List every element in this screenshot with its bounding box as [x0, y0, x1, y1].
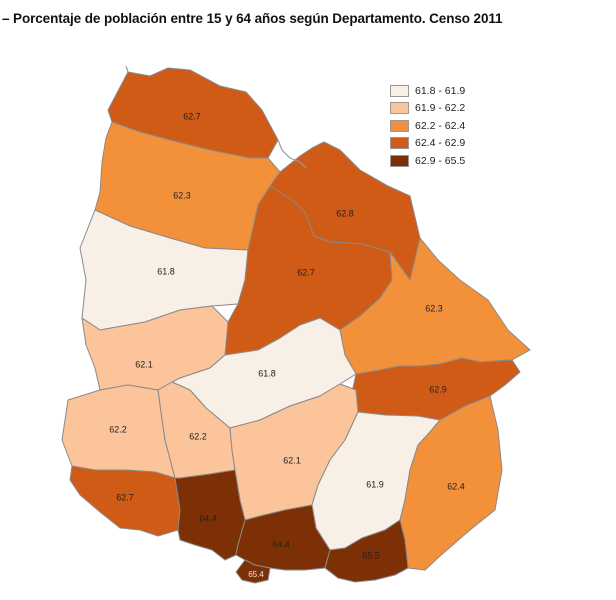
dept-value-label: 62.1: [283, 455, 301, 465]
dept-value-label: 62.3: [425, 303, 443, 313]
river-line: [277, 139, 307, 169]
legend-item: 61.9 - 62.2: [390, 100, 465, 118]
legend-label: 62.2 - 62.4: [415, 119, 466, 132]
legend-swatch: [390, 154, 409, 167]
dept-value-label: 65.4: [248, 570, 264, 579]
legend-swatch: [390, 84, 409, 97]
map-legend: 61.8 - 61.9 61.9 - 62.2 62.2 - 62.4 62.4…: [390, 82, 465, 170]
dept-rocha[interactable]: [399, 395, 503, 571]
legend-label: 61.9 - 62.2: [415, 102, 466, 115]
dept-value-label: 62.7: [297, 267, 315, 277]
dept-value-label: 62.7: [183, 111, 201, 121]
legend-swatch: [390, 102, 409, 115]
dept-value-label: 62.7: [116, 492, 134, 502]
dept-value-label: 64.4: [272, 539, 290, 549]
dept-value-label: 62.9: [429, 384, 447, 394]
legend-label: 62.9 - 65.5: [415, 154, 466, 167]
legend-item: 62.4 - 62.9: [390, 135, 465, 153]
dept-value-label: 61.8: [258, 368, 276, 378]
dept-value-label: 62.8: [336, 208, 354, 218]
legend-swatch: [390, 119, 409, 132]
legend-label: 61.8 - 61.9: [415, 84, 466, 97]
river-line: [125, 65, 129, 73]
dept-canelones[interactable]: [235, 504, 331, 571]
legend-item: 62.9 - 65.5: [390, 152, 465, 170]
dept-value-label: 62.3: [173, 190, 191, 200]
legend-swatch: [390, 137, 409, 150]
dept-value-label: 62.2: [109, 424, 127, 434]
map-title: – Porcentaje de población entre 15 y 64 …: [2, 11, 503, 26]
dept-value-label: 61.9: [366, 479, 384, 489]
legend-item: 62.2 - 62.4: [390, 117, 465, 135]
dept-value-label: 64.4: [199, 513, 217, 523]
dept-colonia[interactable]: [69, 465, 181, 537]
dept-value-label: 62.2: [189, 431, 207, 441]
dept-montevideo[interactable]: [235, 559, 271, 584]
dept-value-label: 65.5: [362, 550, 380, 560]
legend-label: 62.4 - 62.9: [415, 137, 466, 150]
dept-value-label: 61.8: [157, 266, 175, 276]
dept-value-label: 62.1: [135, 359, 153, 369]
dept-maldonado[interactable]: [324, 519, 409, 583]
dept-value-label: 62.4: [447, 481, 465, 491]
legend-item: 61.8 - 61.9: [390, 82, 465, 100]
